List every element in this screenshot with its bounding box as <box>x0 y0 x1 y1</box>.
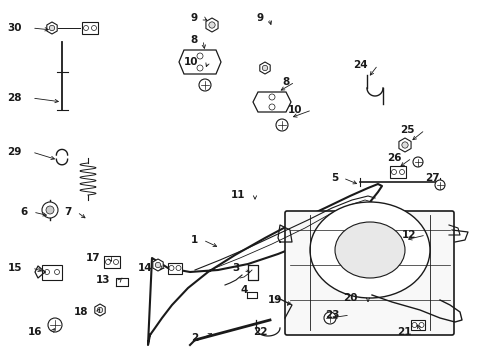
Text: 29: 29 <box>8 147 22 157</box>
Text: 7: 7 <box>64 207 72 217</box>
Text: 24: 24 <box>353 60 367 70</box>
Text: 14: 14 <box>137 263 152 273</box>
FancyBboxPatch shape <box>285 211 453 335</box>
Bar <box>42 265 62 279</box>
Polygon shape <box>259 62 270 74</box>
Text: 13: 13 <box>95 275 110 285</box>
Polygon shape <box>148 184 381 345</box>
Text: 23: 23 <box>325 310 339 320</box>
Bar <box>168 262 182 274</box>
Text: 9: 9 <box>190 13 198 23</box>
Text: 20: 20 <box>343 293 357 303</box>
Circle shape <box>208 22 215 28</box>
Text: 27: 27 <box>425 173 439 183</box>
Polygon shape <box>47 22 57 34</box>
Circle shape <box>199 79 210 91</box>
Circle shape <box>275 119 287 131</box>
Text: 19: 19 <box>267 295 282 305</box>
Circle shape <box>434 180 444 190</box>
Text: 8: 8 <box>190 35 198 45</box>
Circle shape <box>401 142 407 148</box>
Text: 9: 9 <box>256 13 264 23</box>
Text: 26: 26 <box>386 153 401 163</box>
Bar <box>82 22 98 34</box>
Circle shape <box>48 318 62 332</box>
Text: 11: 11 <box>230 190 244 200</box>
Text: 10: 10 <box>287 105 302 115</box>
Text: 4: 4 <box>240 285 247 295</box>
Text: 8: 8 <box>282 77 289 87</box>
Text: 25: 25 <box>400 125 414 135</box>
Text: 12: 12 <box>401 230 415 240</box>
Polygon shape <box>95 304 105 316</box>
Circle shape <box>46 206 54 214</box>
Text: 3: 3 <box>232 263 240 273</box>
Bar <box>410 320 424 330</box>
Text: 18: 18 <box>73 307 88 317</box>
Ellipse shape <box>309 202 429 298</box>
Circle shape <box>42 202 58 218</box>
Polygon shape <box>252 92 290 112</box>
Text: 5: 5 <box>330 173 337 183</box>
Text: 6: 6 <box>20 207 28 217</box>
Circle shape <box>49 25 55 31</box>
Polygon shape <box>152 259 163 271</box>
Text: 22: 22 <box>253 327 267 337</box>
Bar <box>389 166 405 178</box>
Text: 28: 28 <box>7 93 22 103</box>
Circle shape <box>412 157 422 167</box>
Ellipse shape <box>334 222 404 278</box>
Text: 1: 1 <box>190 235 198 245</box>
Text: 21: 21 <box>397 327 411 337</box>
Text: 10: 10 <box>183 57 198 67</box>
Circle shape <box>97 307 102 313</box>
Polygon shape <box>205 18 218 32</box>
Polygon shape <box>398 138 410 152</box>
Bar <box>104 256 120 268</box>
Circle shape <box>262 65 267 71</box>
Text: 16: 16 <box>27 327 42 337</box>
Text: 2: 2 <box>190 333 198 343</box>
Text: 30: 30 <box>7 23 22 33</box>
Circle shape <box>155 262 161 268</box>
Text: 17: 17 <box>85 253 100 263</box>
Polygon shape <box>179 50 221 74</box>
Text: 15: 15 <box>7 263 22 273</box>
Circle shape <box>324 312 335 324</box>
